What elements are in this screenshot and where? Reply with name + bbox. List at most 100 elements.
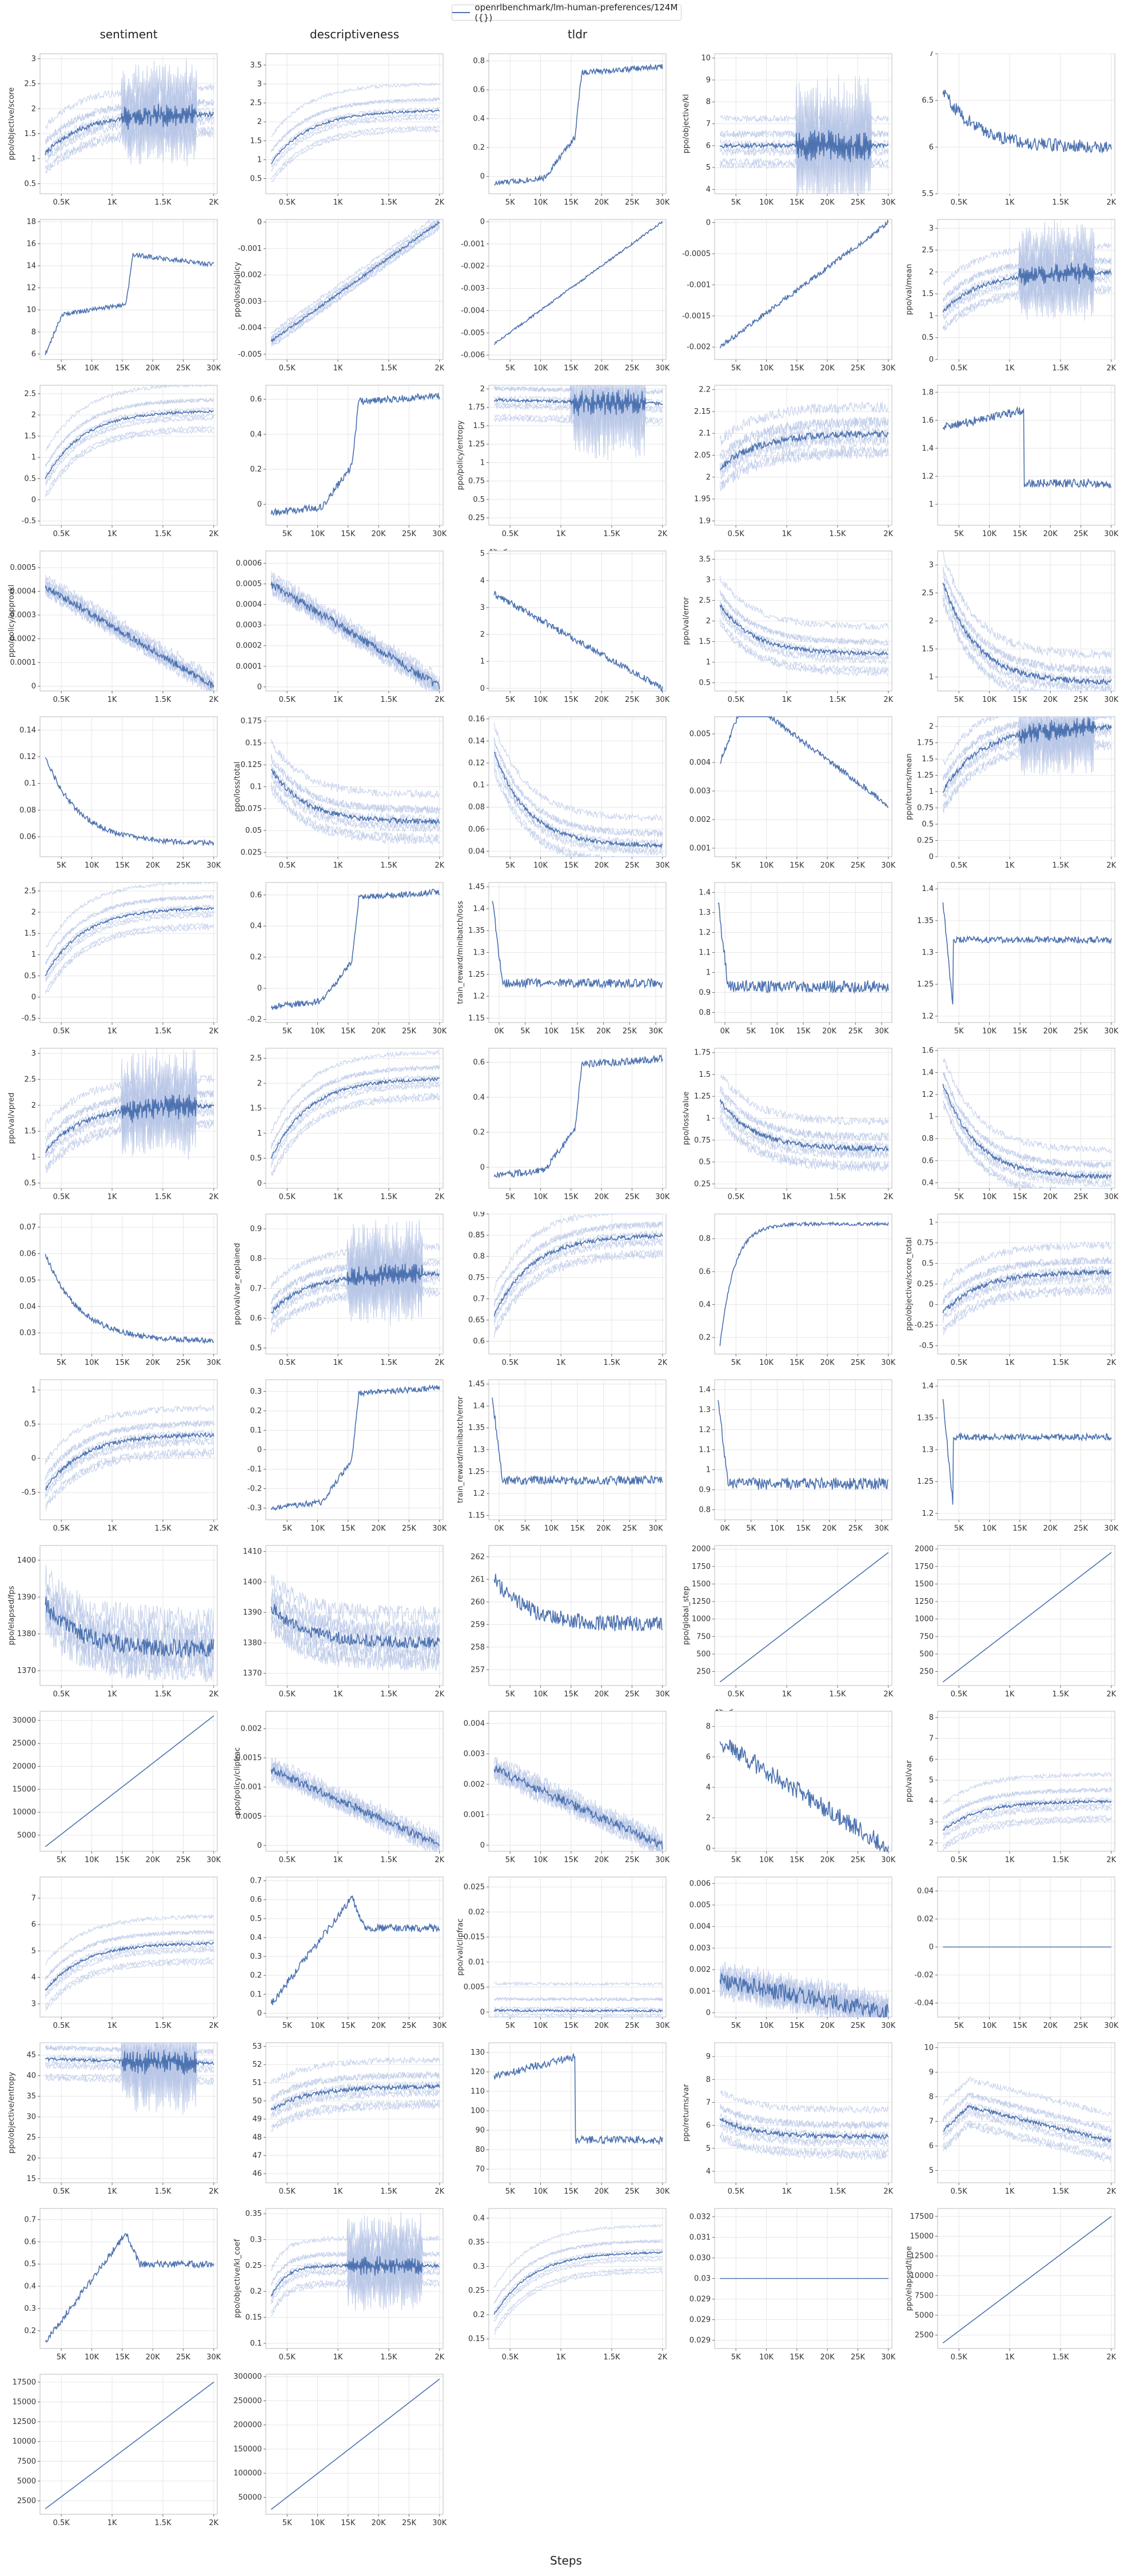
mean-line — [270, 1076, 440, 1159]
plot-frame — [265, 882, 444, 1023]
y-tick-label: 1370 — [17, 1667, 36, 1675]
run-line-faint — [45, 1564, 214, 1635]
y-tick-label: -0.001 — [461, 240, 485, 249]
mean-line — [493, 2008, 663, 2013]
mean-line — [942, 262, 1112, 313]
y-tick-label: 1.3 — [922, 949, 934, 957]
x-tick-label: 20K — [1043, 2022, 1058, 2030]
y-axis-label: ppo/policy/approxkl — [7, 585, 16, 657]
run-line-faint — [45, 103, 214, 174]
y-tick-label: 0.75 — [917, 804, 934, 813]
x-tick-label: 10K — [310, 2022, 325, 2030]
run-line-faint — [494, 2239, 663, 2304]
x-tick-label: 25K — [402, 1524, 417, 1533]
x-tick-label: 20K — [820, 198, 835, 207]
y-tick-label: 0.4 — [699, 1301, 711, 1309]
y-tick-label: 4 — [31, 1974, 36, 1982]
x-tick-label: 2K — [1106, 2187, 1116, 2196]
chart-8: -0.006 -0.005 -0.004 -0.003 -0.002 -0.001 0 5K 1… — [461, 218, 670, 373]
y-tick-label: 0.08 — [19, 806, 36, 814]
x-tick-label: 0.5K — [53, 696, 70, 704]
y-tick-label: 0.2 — [699, 1333, 711, 1342]
x-tick-label: 1K — [333, 1193, 343, 1201]
x-tick-label: 5K — [520, 1027, 530, 1036]
y-tick-label: 100000 — [233, 2469, 262, 2478]
x-tick-label: 30K — [1104, 1193, 1119, 1201]
y-tick-label: -0.003 — [238, 297, 262, 306]
y-tick-label: 15000 — [13, 1786, 36, 1794]
x-tick-label: 30K — [655, 2022, 670, 2030]
y-tick-label: 0.0006 — [236, 560, 262, 568]
y-tick-label: 3 — [706, 576, 711, 584]
y-tick-label: 2 — [929, 617, 934, 626]
y-tick-label: 6.5 — [922, 97, 934, 105]
y-tick-label: 0.25 — [694, 1180, 711, 1188]
y-tick-label: 1.2 — [922, 1012, 934, 1021]
x-tick-label: 0.5K — [279, 2187, 296, 2196]
y-tick-label: 4 — [929, 1797, 934, 1806]
x-tick-label: 1.5K — [1052, 2353, 1069, 2362]
run-line-faint — [493, 1756, 663, 1845]
x-tick-label: 30K — [881, 2022, 896, 2030]
x-tick-label: 1K — [333, 1359, 343, 1367]
y-tick-label: 1500 — [915, 1580, 934, 1588]
y-tick-label: 8 — [929, 1714, 934, 1722]
y-tick-label: 0.2 — [24, 2327, 36, 2335]
x-tick-label: 1K — [107, 1027, 117, 1036]
chart-25: 0 0.25 0.5 0.75 1 1.25 1.5 1.75 2 0.5K 1K 1.5K 2K ppo… — [905, 716, 1117, 870]
x-tick-label: 30K — [1104, 1027, 1119, 1036]
x-tick-label: 5K — [282, 2022, 292, 2030]
y-tick-label: 8 — [31, 328, 36, 337]
run-line-faint — [270, 2211, 440, 2271]
y-tick-label: 3 — [31, 55, 36, 63]
y-tick-label: 0.12 — [468, 759, 485, 768]
x-tick-label: 30K — [648, 1524, 663, 1533]
y-tick-label: 3.5 — [250, 61, 262, 70]
y-tick-label: 5 — [480, 550, 485, 558]
y-tick-label: 0.4 — [473, 2214, 485, 2223]
y-axis-label: ppo/objective/score — [7, 87, 16, 161]
x-tick-label: 1K — [1005, 1856, 1015, 1864]
y-tick-label: 0.075 — [241, 805, 262, 813]
x-tick-label: 1K — [1005, 364, 1015, 373]
x-tick-label: 0.5K — [728, 2187, 745, 2196]
run-line-faint — [270, 1588, 440, 1641]
chart-56: 3 4 5 6 7 0.5K 1K 1.5K 2K — [31, 1876, 219, 2030]
chart-61: 15 20 25 30 35 40 45 0.5K 1K 1.5K 2K ppo/objective/… — [7, 2042, 219, 2196]
run-line-faint — [493, 2223, 663, 2289]
y-tick-label: 0.9 — [250, 1225, 262, 1233]
x-tick-label: 1.5K — [380, 198, 397, 207]
plot-frame — [488, 550, 667, 692]
y-tick-label: 1 — [929, 311, 934, 320]
y-tick-label: 0.029 — [689, 2316, 711, 2325]
x-tick-label: 20K — [1043, 1524, 1058, 1533]
y-tick-label: 10 — [26, 306, 36, 314]
mean-line — [719, 130, 889, 162]
x-tick-label: 30K — [206, 861, 221, 870]
x-tick-label: 25K — [848, 1524, 863, 1533]
y-tick-label: 0.75 — [917, 1239, 934, 1247]
x-tick-label: 10K — [310, 2519, 325, 2527]
y-tick-label: 0.6 — [473, 1059, 485, 1067]
y-tick-label: 1 — [31, 1153, 36, 1162]
y-tick-label: 46 — [252, 2170, 262, 2178]
y-tick-label: 7500 — [915, 2291, 934, 2300]
x-tick-label: 5K — [57, 1856, 66, 1864]
y-tick-label: 0.5 — [699, 679, 711, 688]
x-tick-label: 1.5K — [154, 530, 172, 538]
y-tick-label: 8 — [706, 98, 711, 106]
y-tick-label: 1.4 — [922, 885, 934, 893]
x-tick-label: 1.5K — [1052, 198, 1069, 207]
x-tick-label: 2K — [657, 530, 667, 538]
x-tick-label: 1.5K — [603, 2353, 620, 2362]
x-tick-label: 5K — [505, 1690, 515, 1699]
y-tick-label: 0.5 — [24, 2260, 36, 2269]
chart-9: -0.002 -0.0015 -0.001 -0.0005 0 5K 10K 15K 20K 25… — [682, 218, 896, 373]
y-tick-label: 250 — [696, 1668, 711, 1676]
x-tick-label: 10K — [533, 198, 548, 207]
x-tick-label: 25K — [625, 1690, 640, 1699]
y-tick-label: 12 — [26, 284, 36, 293]
x-tick-label: 10K — [85, 2353, 99, 2362]
y-tick-label: -0.004 — [238, 324, 262, 333]
y-tick-label: 0 — [31, 993, 36, 1001]
